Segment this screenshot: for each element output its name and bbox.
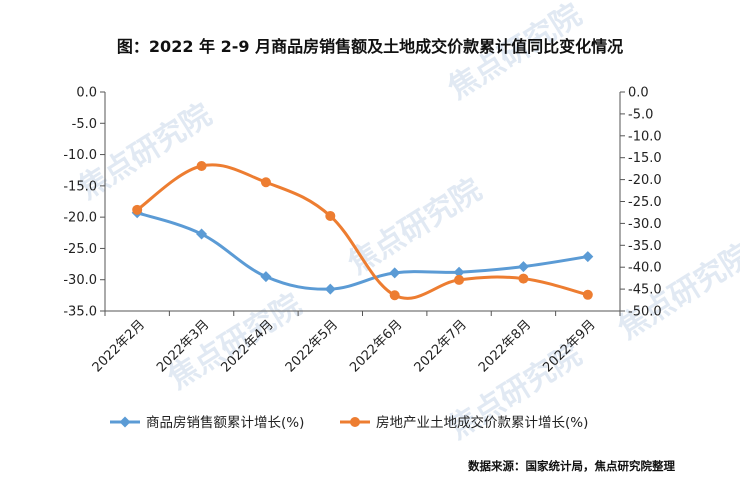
y-right-tick-label: -50.0 [628,305,662,320]
data-point-1 [453,266,465,278]
y-right-tick-label: -45.0 [628,283,662,298]
series-1 [131,207,594,295]
series-line-1 [135,211,590,291]
series-2 [132,161,593,301]
data-point-2 [325,210,336,221]
legend-label: 商品房销售额累计增长(%) [146,415,304,431]
data-point-2 [260,177,271,188]
legend-label: 房地产业土地成交价款累计增长(%) [376,414,588,431]
chart-title: 图：2022 年 2-9 月商品房销售额及土地成交价款累计值同比变化情况 [117,37,623,56]
legend-item-2: 房地产业土地成交价款累计增长(%) [340,414,588,431]
y-left-tick-label: -25.0 [63,242,97,257]
y-right-tick-label: -25.0 [628,195,662,210]
y-left-tick-label: 0.0 [76,86,97,101]
data-point-1 [324,283,336,295]
data-point-1 [196,228,208,240]
legend-item-1: 商品房销售额累计增长(%) [110,415,304,431]
legend-swatch-marker [119,416,131,428]
source-note: 数据来源：国家统计局，焦点研究院整理 [468,459,675,473]
y-right-tick-label: -20.0 [628,173,662,188]
y-left-tick-label: -15.0 [63,179,97,194]
data-point-2 [518,273,529,284]
y-right-tick-label: 0.0 [628,86,649,101]
y-left-tick-label: -30.0 [63,273,97,288]
x-category-label: 2022年6月 [347,317,405,375]
data-point-2 [582,289,593,300]
series-line-2 [135,163,590,300]
y-right-tick-label: -5.0 [628,107,653,122]
data-point-2 [454,274,465,285]
y-left-tick-label: -35.0 [63,305,97,320]
y-right-tick-label: -40.0 [628,261,662,276]
watermark-text: 焦点研究院 [342,172,488,281]
y-right-tick-label: -10.0 [628,129,662,144]
data-point-1 [389,267,401,279]
data-point-2 [389,290,400,301]
series-layer [131,161,594,301]
y-left-tick-label: -5.0 [72,117,97,132]
legend: 商品房销售额累计增长(%) 房地产业土地成交价款累计增长(%) [110,414,588,431]
x-category-label: 2022年7月 [412,317,470,375]
data-point-1 [260,271,272,283]
data-point-2 [132,204,143,215]
data-point-1 [582,251,594,263]
y-right-tick-label: -35.0 [628,239,662,254]
y-right-tick-label: -15.0 [628,151,662,166]
data-point-1 [517,261,529,273]
y-left-tick-label: -10.0 [63,148,97,163]
x-category-label: 2022年2月 [90,317,148,375]
legend-swatch-marker [350,417,360,427]
y-left-tick-label: -20.0 [63,211,97,226]
data-point-2 [196,161,207,172]
y-right-tick-label: -30.0 [628,217,662,232]
